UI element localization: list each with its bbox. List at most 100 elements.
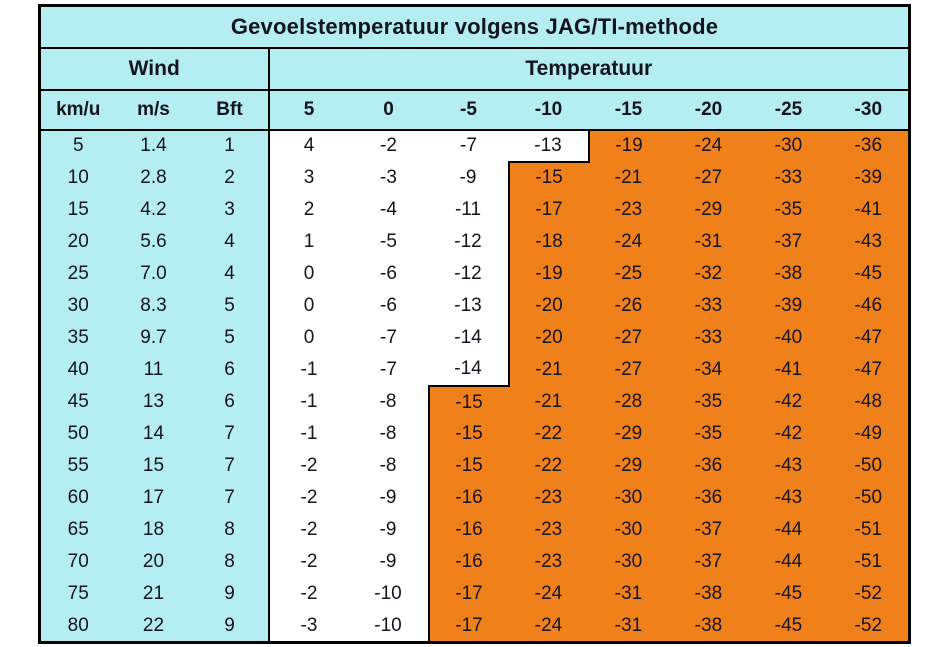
temp-cell: -15: [428, 386, 509, 419]
temp-cell: -8: [348, 418, 430, 451]
temp-cell: -34: [668, 353, 749, 386]
temp-cell: -44: [748, 546, 829, 579]
temp-cell: -20: [508, 321, 589, 354]
temp-cell: -39: [748, 289, 829, 322]
column-header-row: km/u m/s Bft 5 0 -5 -10 -15 -20 -25 -30: [39, 89, 910, 131]
table-row: 50 14 7 -1 -8 -15 -22 -29 -35 -42 -49: [39, 418, 910, 451]
temp-cell: -23: [508, 546, 589, 579]
wind-cell: 3: [191, 193, 269, 226]
temp-cell: -16: [428, 482, 509, 515]
wind-cell: 50: [39, 418, 116, 451]
temp-cell: -35: [668, 386, 749, 419]
wind-cell: 6: [191, 386, 269, 419]
temp-column-header: -5: [428, 89, 509, 131]
temp-cell: -37: [668, 514, 749, 547]
temp-cell: -33: [668, 321, 749, 354]
temp-cell: -23: [588, 193, 669, 226]
wind-cell: 21: [115, 578, 192, 611]
table-row: 20 5.6 4 1 -5 -12 -18 -24 -31 -37 -43: [39, 225, 910, 258]
temp-cell: -25: [588, 257, 669, 290]
temp-cell: 0: [267, 257, 349, 290]
temp-cell: 0: [267, 289, 349, 322]
wind-column-header: km/u: [39, 89, 116, 131]
wind-cell: 8: [191, 546, 269, 579]
temp-cell: -48: [828, 386, 910, 419]
table-row: 40 11 6 -1 -7 -14 -21 -27 -34 -41 -47: [39, 353, 910, 388]
table-title: Gevoelstemperatuur volgens JAG/TI-method…: [39, 5, 910, 49]
temp-cell: -15: [508, 161, 589, 194]
wind-cell: 18: [115, 514, 192, 547]
temp-cell: -41: [828, 193, 910, 226]
wind-cell: 9.7: [115, 321, 192, 354]
wind-cell: 8.3: [115, 289, 192, 322]
temp-cell: -1: [267, 386, 349, 419]
temp-cell: -38: [748, 257, 829, 290]
temp-cell: -7: [428, 129, 509, 162]
temp-cell: -45: [828, 257, 910, 290]
temp-cell: -2: [267, 514, 349, 547]
temp-cell: -9: [348, 546, 430, 579]
temp-cell: -26: [588, 289, 669, 322]
wind-cell: 75: [39, 578, 116, 611]
wind-cell: 15: [39, 193, 116, 226]
temp-cell: -1: [267, 418, 349, 451]
temp-cell: -2: [267, 546, 349, 579]
temp-cell: -36: [828, 129, 910, 162]
temp-cell: -43: [748, 482, 829, 515]
table-row: 10 2.8 2 3 -3 -9 -15 -21 -27 -33 -39: [39, 161, 910, 194]
temp-cell: -14: [428, 353, 510, 388]
wind-cell: 4: [191, 225, 269, 258]
wind-cell: 45: [39, 386, 116, 419]
temp-column-header: 0: [348, 89, 429, 131]
temp-cell: 1: [267, 225, 349, 258]
temp-cell: -21: [508, 386, 589, 419]
temp-cell: -23: [508, 482, 589, 515]
wind-cell: 14: [115, 418, 192, 451]
table-row: 45 13 6 -1 -8 -15 -21 -28 -35 -42 -48: [39, 386, 910, 419]
wind-group-header: Wind: [39, 47, 269, 91]
temp-cell: -42: [748, 418, 829, 451]
temp-cell: -28: [588, 386, 669, 419]
temp-cell: -24: [508, 610, 589, 643]
temp-cell: -18: [508, 225, 589, 258]
temp-cell: -37: [668, 546, 749, 579]
wind-cell: 70: [39, 546, 116, 579]
temp-cell: -30: [588, 546, 669, 579]
temp-cell: -46: [828, 289, 910, 322]
temp-cell: -6: [348, 257, 429, 290]
wind-column-header: Bft: [191, 89, 269, 131]
temp-cell: -17: [428, 578, 509, 611]
temp-cell: -33: [748, 161, 829, 194]
table-row: 15 4.2 3 2 -4 -11 -17 -23 -29 -35 -41: [39, 193, 910, 226]
temp-cell: -15: [428, 418, 509, 451]
temp-column-header: -25: [748, 89, 829, 131]
temp-cell: -3: [267, 610, 349, 643]
temp-cell: -12: [428, 257, 510, 290]
wind-cell: 4.2: [115, 193, 192, 226]
wind-cell: 5: [191, 289, 269, 322]
temp-cell: 0: [267, 321, 349, 354]
group-header-row: Wind Temperatuur: [39, 47, 910, 91]
temp-cell: -31: [668, 225, 749, 258]
temp-column-header: 5: [267, 89, 349, 131]
wind-cell: 30: [39, 289, 116, 322]
temp-cell: -17: [428, 610, 509, 643]
temp-cell: -9: [348, 482, 430, 515]
table-row: 55 15 7 -2 -8 -15 -22 -29 -36 -43 -50: [39, 450, 910, 483]
wind-cell: 5: [39, 129, 116, 162]
temp-cell: -21: [508, 353, 589, 386]
wind-cell: 60: [39, 482, 116, 515]
wind-cell: 25: [39, 257, 116, 290]
temp-cell: -22: [508, 450, 589, 483]
temp-cell: -38: [668, 578, 749, 611]
temp-cell: -36: [668, 450, 749, 483]
temp-cell: -21: [588, 161, 669, 194]
temp-cell: -10: [348, 578, 430, 611]
temp-cell: -30: [588, 514, 669, 547]
wind-cell: 8: [191, 514, 269, 547]
wind-cell: 22: [115, 610, 192, 643]
temp-cell: -2: [348, 129, 429, 162]
table-row: 30 8.3 5 0 -6 -13 -20 -26 -33 -39 -46: [39, 289, 910, 322]
temp-cell: -23: [508, 514, 589, 547]
table-row: 25 7.0 4 0 -6 -12 -19 -25 -32 -38 -45: [39, 257, 910, 290]
